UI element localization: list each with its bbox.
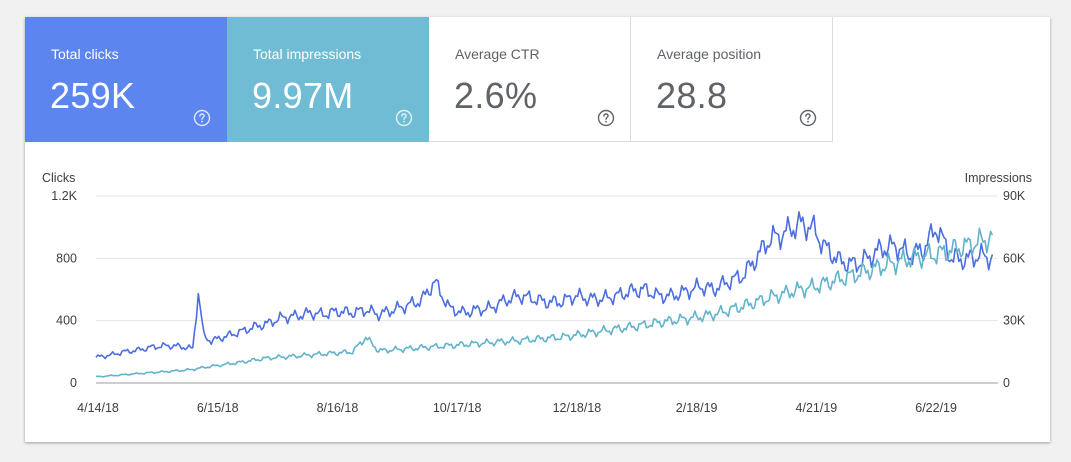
metric-value: 2.6% bbox=[454, 75, 538, 116]
metric-total-clicks[interactable]: Total clicks 259K bbox=[25, 17, 227, 142]
x-tick-label: 8/16/18 bbox=[317, 401, 359, 415]
metric-label: Total clicks bbox=[51, 46, 119, 62]
y-left-tick-label: 0 bbox=[70, 376, 77, 390]
metric-value: 9.97M bbox=[252, 75, 354, 116]
metric-value: 259K bbox=[50, 75, 136, 116]
y-right-tick-label: 0 bbox=[1003, 376, 1010, 390]
y-right-tick-label: 90K bbox=[1003, 189, 1026, 203]
x-tick-label: 4/14/18 bbox=[77, 401, 119, 415]
x-tick-label: 4/21/19 bbox=[796, 401, 838, 415]
y-right-tick-label: 60K bbox=[1003, 251, 1026, 265]
metric-average-position[interactable]: Average position 28.8 bbox=[631, 17, 833, 142]
performance-chart: Clicks Impressions 0 400 800 1.2K 0 30K 60K 90K 4/… bbox=[42, 171, 1032, 415]
y-right-axis-label: Impressions bbox=[965, 171, 1032, 185]
help-circle-icon[interactable] bbox=[395, 109, 413, 127]
metric-label: Total impressions bbox=[253, 46, 362, 62]
help-circle-icon[interactable] bbox=[799, 109, 817, 127]
y-left-tick-label: 400 bbox=[56, 314, 77, 328]
help-circle-icon[interactable] bbox=[597, 109, 615, 127]
metric-label: Average position bbox=[657, 46, 762, 62]
x-tick-label: 10/17/18 bbox=[433, 401, 482, 415]
x-tick-label: 6/15/18 bbox=[197, 401, 239, 415]
y-left-axis-label: Clicks bbox=[42, 171, 75, 185]
metric-value: 28.8 bbox=[656, 75, 728, 116]
metric-total-impressions[interactable]: Total impressions 9.97M bbox=[227, 17, 429, 142]
metric-label: Average CTR bbox=[455, 46, 540, 62]
metric-average-ctr[interactable]: Average CTR 2.6% bbox=[429, 17, 631, 142]
y-right-tick-label: 30K bbox=[1003, 314, 1026, 328]
metric-tabs: Total clicks 259K Total impressions 9.97M Av… bbox=[25, 17, 833, 142]
performance-card: Total clicks 259K Total impressions 9.97M Av… bbox=[25, 17, 1050, 442]
x-tick-label: 6/22/19 bbox=[915, 401, 957, 415]
clicks-series-line bbox=[95, 211, 994, 360]
impressions-series-line bbox=[95, 227, 994, 378]
x-tick-label: 2/18/19 bbox=[676, 401, 718, 415]
x-tick-label: 12/18/18 bbox=[553, 401, 602, 415]
help-circle-icon[interactable] bbox=[193, 109, 211, 127]
y-left-tick-label: 800 bbox=[56, 251, 77, 265]
y-left-tick-label: 1.2K bbox=[51, 189, 77, 203]
